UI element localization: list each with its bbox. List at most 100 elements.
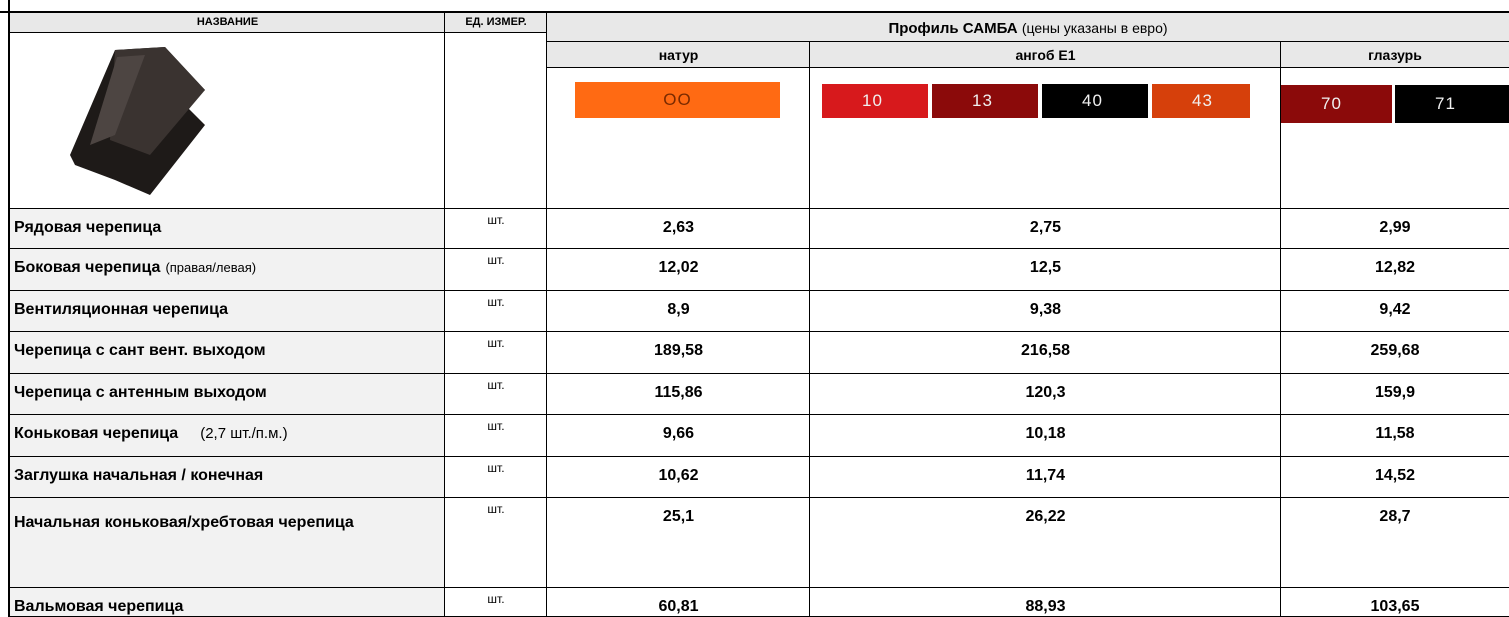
row-name: Черепица с антенным выходом bbox=[14, 384, 267, 402]
price: 9,38 bbox=[1029, 301, 1062, 318]
profile-header bbox=[547, 13, 1509, 42]
price-cell bbox=[547, 332, 810, 374]
price-cell bbox=[810, 374, 1281, 415]
tile-image bbox=[70, 47, 205, 195]
swatch-label: 10 bbox=[862, 91, 883, 110]
swatch-label: 40 bbox=[1082, 91, 1103, 110]
unit-cell bbox=[445, 415, 547, 457]
row-name-text: Коньковая черепица bbox=[14, 425, 179, 442]
row-name-cell bbox=[10, 498, 445, 588]
price-cell bbox=[1281, 415, 1509, 457]
group-header bbox=[547, 42, 810, 68]
price-cell bbox=[547, 457, 810, 498]
group-title: глазурь bbox=[1368, 47, 1422, 63]
name-header-text: НАЗВАНИЕ bbox=[196, 16, 259, 28]
color-swatch: ОО bbox=[575, 82, 780, 118]
group-header bbox=[1281, 42, 1509, 68]
row-name-cell bbox=[10, 332, 445, 374]
row-name: Коньковая черепица (2,7 шт./п.м.) bbox=[14, 425, 288, 443]
price: 9,42 bbox=[1379, 301, 1411, 318]
price-cell bbox=[810, 249, 1281, 291]
price: 28,7 bbox=[1379, 508, 1411, 525]
color-swatch: 10 bbox=[822, 84, 928, 118]
price: 88,93 bbox=[1025, 598, 1066, 615]
price: 25,1 bbox=[662, 508, 695, 525]
price-cell bbox=[547, 374, 810, 415]
price: 10,62 bbox=[658, 467, 699, 484]
unit-header-text: ЕД. ИЗМЕР. bbox=[465, 16, 527, 28]
swatch-cell bbox=[547, 68, 810, 209]
price: 14,52 bbox=[1374, 467, 1416, 484]
row-name-text: Черепица с антенным выходом bbox=[14, 384, 267, 401]
name-header bbox=[10, 13, 445, 33]
unit-text: шт. bbox=[487, 419, 505, 433]
unit-text: шт. bbox=[487, 461, 505, 475]
price-cell bbox=[547, 498, 810, 588]
price: 12,5 bbox=[1029, 259, 1062, 276]
price: 26,22 bbox=[1025, 508, 1066, 525]
price-cell bbox=[810, 332, 1281, 374]
row-name-note: (правая/левая) bbox=[165, 260, 257, 275]
price: 10,18 bbox=[1025, 425, 1066, 442]
price: 12,82 bbox=[1374, 259, 1416, 276]
price: 189,58 bbox=[654, 342, 703, 359]
row-name-cell bbox=[10, 457, 445, 498]
unit-cell bbox=[445, 209, 547, 249]
swatch-label: 71 bbox=[1435, 94, 1456, 113]
price: 216,58 bbox=[1021, 342, 1070, 359]
price: 115,86 bbox=[654, 384, 703, 401]
row-name-cell bbox=[10, 249, 445, 291]
color-swatch: 70 bbox=[1281, 85, 1392, 123]
unit-cell bbox=[445, 291, 547, 332]
row-name-text: Начальная коньковая/хребтовая черепица bbox=[14, 514, 354, 531]
unit-cell bbox=[445, 249, 547, 291]
swatch-label: 70 bbox=[1321, 94, 1342, 113]
unit-text: шт. bbox=[487, 592, 505, 606]
price-cell bbox=[810, 457, 1281, 498]
price-cell bbox=[810, 415, 1281, 457]
price: 259,68 bbox=[1370, 342, 1420, 359]
row-name: Боковая черепица (правая/левая) bbox=[14, 259, 256, 277]
price: 11,74 bbox=[1025, 467, 1066, 484]
price-cell bbox=[810, 498, 1281, 588]
row-name: Заглушка начальная / конечная bbox=[14, 467, 263, 485]
row-name-cell bbox=[10, 374, 445, 415]
unit-cell bbox=[445, 457, 547, 498]
unit-text: шт. bbox=[487, 502, 505, 516]
group-title: натур bbox=[658, 47, 699, 63]
profile-title: Профиль САМБА (цены указаны в евро) bbox=[547, 20, 1509, 37]
price-cell bbox=[547, 291, 810, 332]
price: 2,75 bbox=[1029, 219, 1062, 236]
price: 2,99 bbox=[1379, 219, 1411, 236]
row-name: Вальмовая черепица bbox=[14, 598, 183, 616]
price-cell bbox=[1281, 249, 1509, 291]
row-name-text: Рядовая черепица bbox=[14, 219, 162, 236]
swatch-label: 43 bbox=[1192, 91, 1213, 110]
price-cell bbox=[1281, 498, 1509, 588]
row-name: Рядовая черепица bbox=[14, 219, 161, 237]
unit-cell bbox=[445, 374, 547, 415]
price: 2,63 bbox=[662, 219, 695, 236]
color-swatch: 40 bbox=[1042, 84, 1148, 118]
price-cell bbox=[1281, 374, 1509, 415]
unit-image-cell bbox=[445, 33, 547, 209]
row-name-text: Боковая черепица bbox=[14, 259, 161, 276]
profile-note: (цены указаны в евро) bbox=[1021, 20, 1168, 36]
price-cell bbox=[1281, 457, 1509, 498]
image-cell bbox=[10, 33, 445, 209]
row-name: Начальная коньковая/хребтовая черепица bbox=[14, 510, 414, 536]
row-name-note: (2,7 шт./п.м.) bbox=[200, 425, 288, 442]
unit-header bbox=[445, 13, 547, 33]
price-cell bbox=[1281, 332, 1509, 374]
unit-text: шт. bbox=[487, 213, 505, 227]
unit-text: шт. bbox=[487, 336, 505, 350]
price-cell bbox=[1281, 209, 1509, 249]
swatch-cell bbox=[1281, 68, 1509, 209]
unit-cell bbox=[445, 498, 547, 588]
swatch-cell bbox=[810, 68, 1281, 209]
row-name: Вентиляционная черепица bbox=[14, 301, 228, 319]
price-cell bbox=[547, 415, 810, 457]
price-cell bbox=[547, 209, 810, 249]
